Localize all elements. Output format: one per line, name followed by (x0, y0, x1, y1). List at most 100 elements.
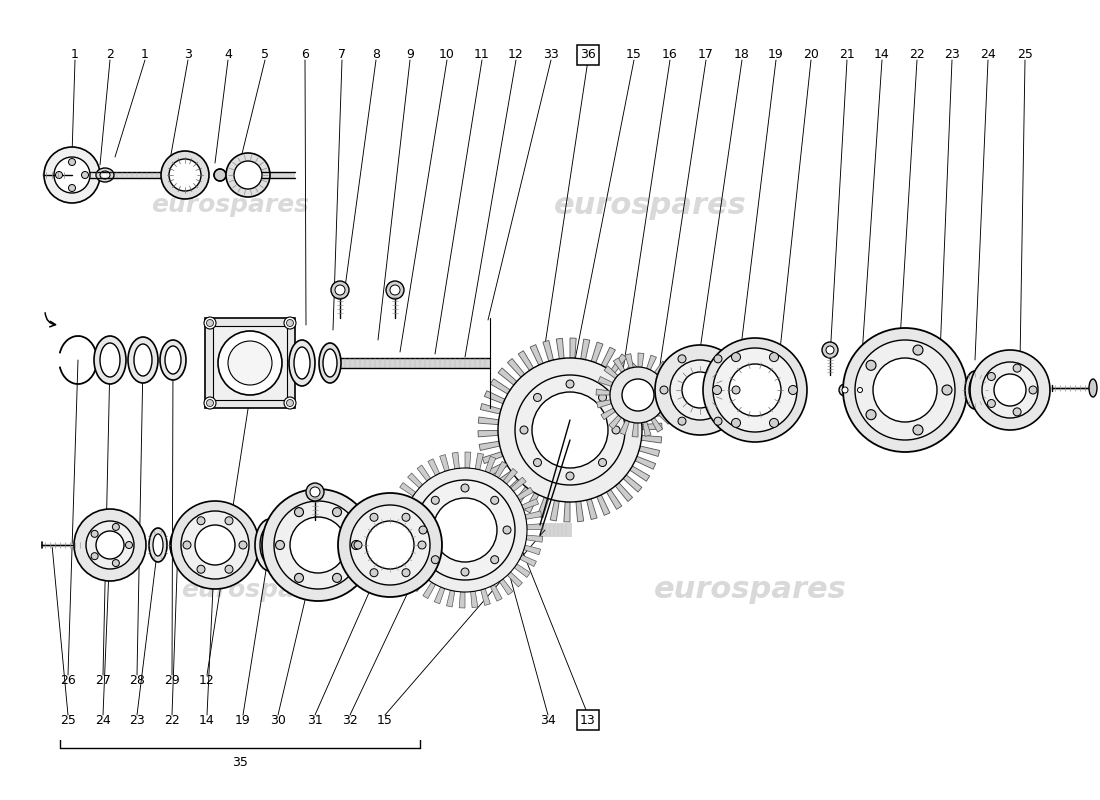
Text: 13: 13 (580, 714, 596, 726)
Circle shape (994, 374, 1026, 406)
Circle shape (214, 169, 225, 181)
Text: 23: 23 (944, 49, 960, 62)
Text: 15: 15 (377, 714, 393, 726)
Circle shape (732, 418, 740, 427)
Polygon shape (478, 430, 498, 437)
Circle shape (491, 496, 498, 504)
Ellipse shape (96, 168, 114, 182)
Text: 21: 21 (839, 49, 855, 62)
Polygon shape (520, 555, 537, 566)
Polygon shape (550, 500, 559, 521)
Circle shape (503, 526, 512, 534)
Circle shape (532, 392, 608, 468)
Polygon shape (475, 453, 484, 470)
Polygon shape (481, 403, 500, 414)
Polygon shape (640, 410, 661, 418)
Circle shape (91, 553, 98, 560)
Circle shape (713, 386, 722, 394)
Circle shape (390, 285, 400, 295)
Circle shape (226, 517, 233, 525)
Polygon shape (397, 560, 414, 573)
Polygon shape (596, 400, 612, 408)
Polygon shape (608, 415, 622, 429)
Circle shape (332, 574, 341, 582)
Circle shape (275, 541, 285, 550)
Circle shape (415, 480, 515, 580)
Polygon shape (619, 420, 629, 435)
Circle shape (1013, 408, 1021, 416)
Text: 28: 28 (129, 674, 145, 686)
Polygon shape (530, 345, 543, 365)
Text: 6: 6 (301, 49, 309, 62)
Text: 24: 24 (980, 49, 996, 62)
Circle shape (54, 157, 90, 193)
Text: 34: 34 (540, 714, 556, 726)
Circle shape (195, 525, 235, 565)
Text: 16: 16 (662, 49, 678, 62)
Circle shape (982, 362, 1038, 418)
Circle shape (534, 394, 541, 402)
Polygon shape (570, 338, 576, 358)
Circle shape (598, 458, 606, 466)
Text: eurospares: eurospares (180, 578, 339, 602)
Circle shape (366, 521, 414, 569)
Bar (262, 172, 295, 178)
Polygon shape (491, 378, 510, 394)
Circle shape (770, 353, 779, 362)
Circle shape (732, 386, 740, 394)
Circle shape (336, 285, 345, 295)
Text: 22: 22 (164, 714, 180, 726)
Polygon shape (498, 368, 517, 385)
Circle shape (112, 523, 120, 530)
Polygon shape (661, 370, 675, 382)
Bar (213, 326, 287, 400)
Circle shape (515, 375, 625, 485)
Text: 29: 29 (164, 674, 180, 686)
Polygon shape (484, 390, 505, 404)
Polygon shape (434, 587, 444, 604)
Text: 1: 1 (141, 49, 149, 62)
Text: 7: 7 (338, 49, 346, 62)
Polygon shape (632, 384, 652, 398)
Circle shape (621, 379, 654, 411)
Circle shape (290, 517, 346, 573)
Polygon shape (623, 475, 642, 492)
Text: 27: 27 (95, 674, 111, 686)
Circle shape (295, 507, 304, 517)
Circle shape (612, 426, 620, 434)
Text: 1: 1 (72, 49, 79, 62)
Polygon shape (478, 417, 498, 425)
Polygon shape (510, 477, 526, 491)
Polygon shape (576, 501, 584, 522)
Polygon shape (412, 576, 427, 591)
Polygon shape (459, 592, 465, 608)
Circle shape (839, 384, 851, 396)
Ellipse shape (160, 340, 186, 380)
Text: 19: 19 (768, 49, 784, 62)
Polygon shape (485, 456, 496, 473)
Circle shape (713, 348, 798, 432)
Circle shape (284, 397, 296, 409)
Text: 35: 35 (232, 757, 248, 770)
Bar (90, 172, 175, 178)
Ellipse shape (148, 528, 167, 562)
Text: 4: 4 (224, 49, 232, 62)
Text: 32: 32 (342, 714, 358, 726)
Circle shape (431, 556, 439, 564)
Polygon shape (417, 465, 431, 481)
Text: 17: 17 (698, 49, 714, 62)
Ellipse shape (323, 349, 337, 377)
Ellipse shape (1089, 379, 1097, 397)
Circle shape (402, 514, 410, 522)
Circle shape (654, 345, 745, 435)
Polygon shape (663, 404, 678, 414)
Circle shape (354, 541, 362, 549)
Ellipse shape (969, 377, 981, 403)
Ellipse shape (965, 371, 985, 409)
Circle shape (913, 425, 923, 435)
Ellipse shape (289, 340, 315, 386)
Polygon shape (557, 338, 564, 359)
Circle shape (207, 399, 213, 406)
Circle shape (218, 331, 282, 395)
Ellipse shape (264, 534, 276, 556)
